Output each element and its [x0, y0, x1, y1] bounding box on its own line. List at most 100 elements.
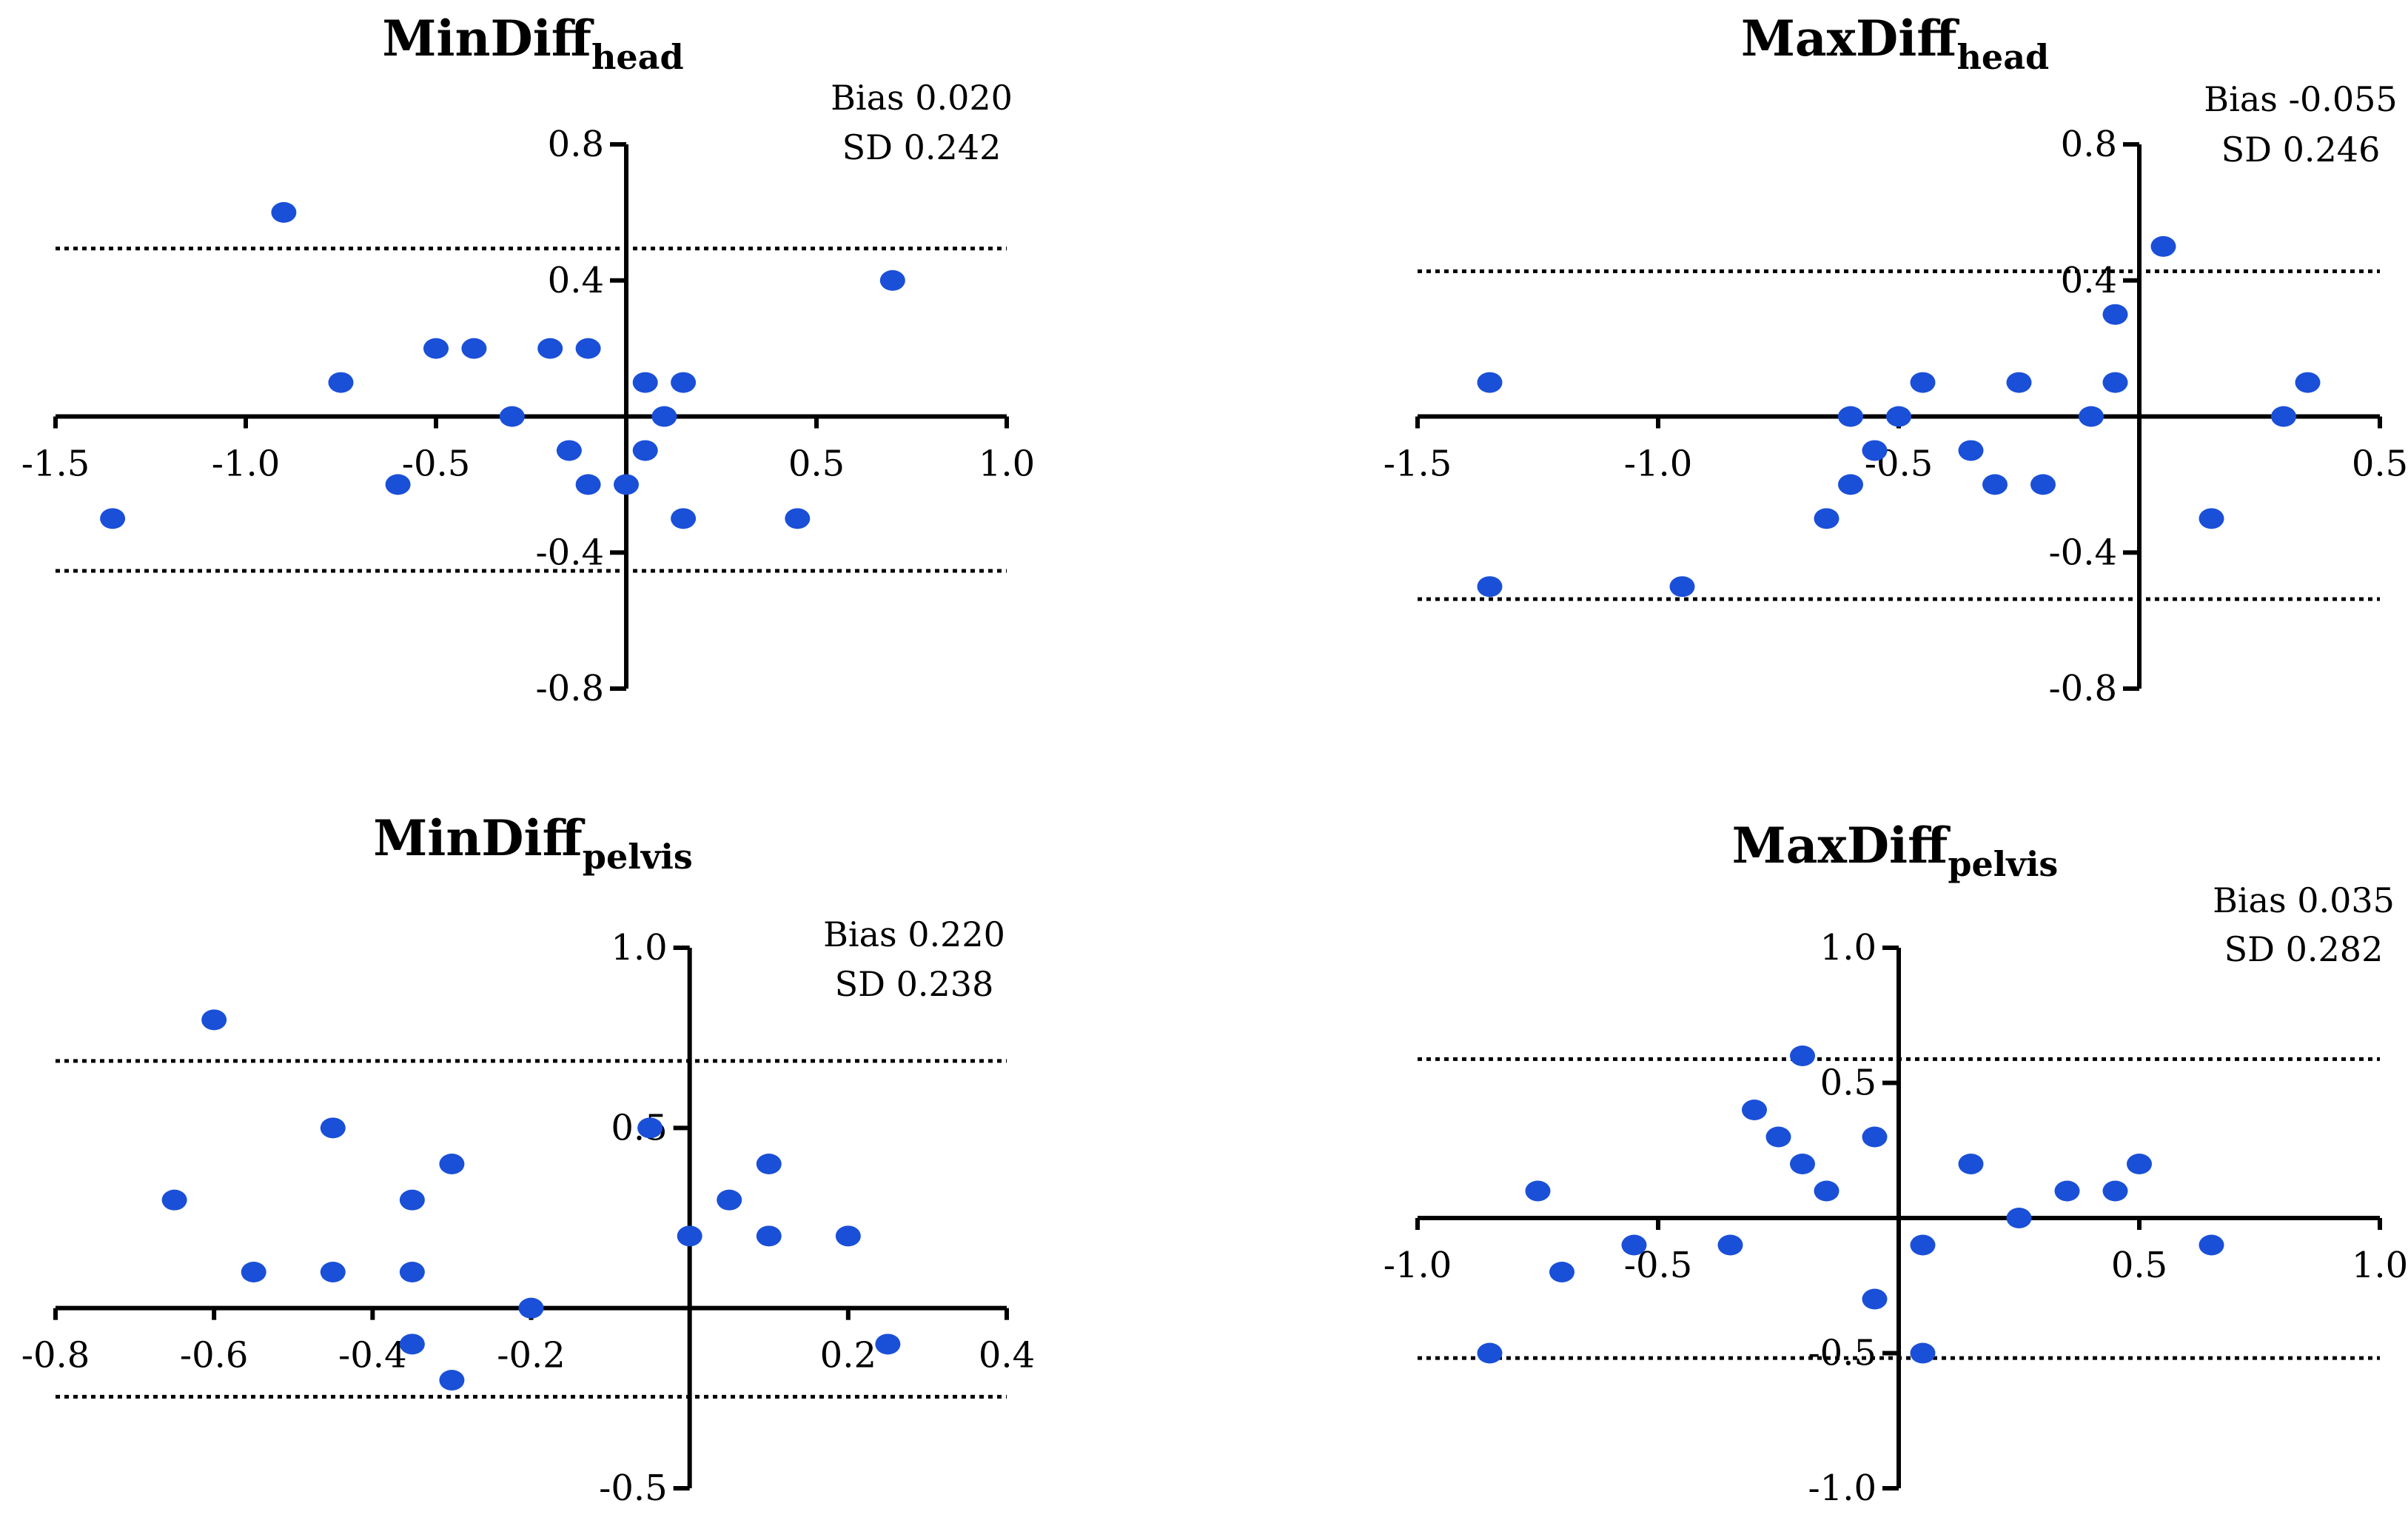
panel-1: MinDiffhead Bias 0.020 SD 0.242 -1.5 -1.0 -0.…	[21, 10, 1035, 709]
x-tick-label: 0.5	[2111, 1245, 2167, 1286]
y-tick-label: 1.0	[1820, 927, 1877, 968]
data-point	[632, 440, 658, 461]
x-tick-label: 1.0	[979, 444, 1035, 485]
data-point	[2271, 406, 2296, 427]
data-point	[537, 338, 563, 359]
data-point	[1765, 1126, 1791, 1148]
data-point	[2030, 474, 2056, 495]
data-point	[1477, 576, 1503, 598]
data-point	[2102, 1180, 2128, 1202]
data-point	[1742, 1100, 1767, 1120]
x-tick-label: -0.6	[180, 1335, 249, 1376]
data-point	[385, 474, 411, 495]
chart-title: MinDiffhead	[382, 10, 683, 77]
data-point	[1717, 1234, 1743, 1256]
x-tick-label: -1.0	[212, 444, 281, 485]
data-point	[1886, 406, 1911, 427]
chart-title-subscript: head	[1956, 37, 2049, 77]
data-point	[1838, 474, 1863, 495]
data-point	[461, 338, 487, 359]
data-point	[499, 406, 525, 427]
data-point	[1525, 1180, 1551, 1202]
chart-title-main: MinDiff	[382, 10, 594, 67]
sd-annotation: SD 0.242	[842, 127, 1002, 167]
data-point	[399, 1189, 425, 1211]
data-point	[1958, 440, 1984, 461]
bias-annotation: Bias 0.220	[823, 914, 1005, 954]
y-tick-label: -0.5	[599, 1468, 668, 1509]
data-point	[632, 372, 658, 393]
data-point	[518, 1297, 544, 1319]
sd-annotation: SD 0.238	[835, 964, 994, 1004]
data-point	[614, 474, 639, 495]
data-point	[2199, 1234, 2224, 1256]
data-point	[671, 372, 697, 393]
data-point	[785, 508, 811, 529]
data-point	[2127, 1154, 2152, 1174]
data-point	[1862, 1288, 1888, 1310]
data-point	[2199, 508, 2224, 529]
data-point	[320, 1117, 346, 1139]
y-tick-label: -0.4	[2048, 532, 2117, 573]
data-point	[1477, 1342, 1503, 1364]
data-point	[399, 1262, 425, 1282]
data-point	[875, 1334, 901, 1355]
x-tick-label: 1.0	[2352, 1245, 2408, 1286]
data-point	[201, 1009, 227, 1031]
x-tick-label: -0.4	[338, 1335, 407, 1376]
data-point	[717, 1189, 742, 1211]
data-point	[1549, 1262, 1574, 1282]
y-tick-label: -0.8	[2048, 668, 2117, 709]
data-point	[756, 1154, 782, 1174]
bias-annotation: Bias -0.055	[2204, 79, 2397, 119]
data-point	[677, 1225, 702, 1247]
data-point	[1669, 576, 1695, 598]
data-point	[2295, 372, 2321, 393]
data-point	[241, 1262, 266, 1282]
panel-3: MinDiffpelvis Bias 0.220 SD 0.238 -0.8 -0.6 -…	[21, 809, 1035, 1509]
data-point	[2079, 406, 2104, 427]
y-tick-label: -0.4	[535, 532, 604, 573]
data-point	[320, 1262, 346, 1282]
x-tick-label: 0.5	[788, 444, 845, 485]
data-point	[1790, 1045, 1815, 1066]
data-point	[637, 1117, 663, 1139]
data-point	[2102, 304, 2128, 325]
data-point	[1862, 1126, 1888, 1148]
x-tick-label: 0.2	[820, 1335, 876, 1376]
x-tick-label: -0.8	[21, 1335, 90, 1376]
data-point	[1910, 1342, 1936, 1364]
x-tick-label: -1.0	[1624, 444, 1693, 485]
y-tick-label: -1.0	[1808, 1468, 1877, 1509]
chart-title: MaxDiffhead	[1741, 10, 2049, 77]
chart-title: MinDiffpelvis	[373, 809, 693, 877]
data-point	[671, 508, 697, 529]
chart-title-subscript: pelvis	[583, 837, 693, 877]
y-tick-label: 1.0	[611, 927, 667, 968]
data-point	[1958, 1154, 1984, 1174]
data-point	[756, 1225, 782, 1247]
x-tick-label: -1.5	[21, 444, 90, 485]
chart-title-subscript: pelvis	[1948, 844, 2058, 884]
data-point	[399, 1334, 425, 1355]
data-point	[2006, 1208, 2032, 1228]
data-point	[271, 201, 297, 223]
bias-annotation: Bias 0.020	[831, 78, 1013, 118]
y-tick-label: -0.8	[535, 668, 604, 709]
data-point	[2150, 235, 2176, 257]
data-point	[2006, 372, 2032, 393]
data-point	[556, 440, 582, 461]
sd-annotation: SD 0.282	[2224, 929, 2384, 969]
data-point	[423, 338, 449, 359]
y-tick-label: 0.4	[2061, 260, 2117, 301]
data-point	[1790, 1154, 1815, 1174]
sd-annotation: SD 0.246	[2221, 130, 2381, 170]
data-point	[2054, 1180, 2080, 1202]
data-point	[1910, 372, 1936, 393]
x-tick-label: 0.5	[2352, 444, 2408, 485]
x-tick-label: -0.5	[402, 444, 471, 485]
data-point	[1838, 406, 1863, 427]
data-point	[1814, 1180, 1839, 1202]
data-point	[1814, 508, 1839, 529]
